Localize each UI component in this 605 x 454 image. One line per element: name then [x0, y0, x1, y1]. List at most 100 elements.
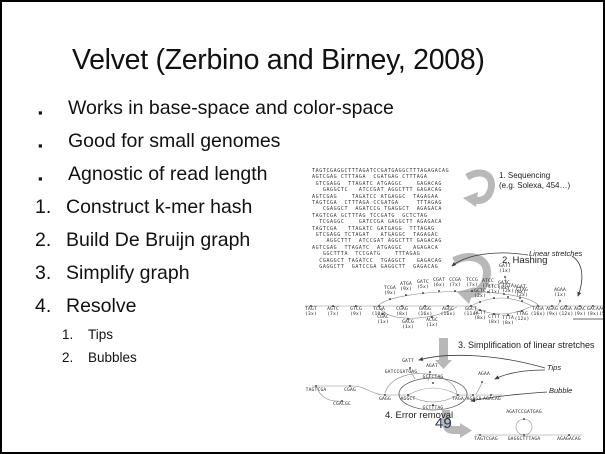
graph-node-dot: [579, 305, 581, 307]
graph-node-dot: [507, 296, 509, 298]
graph-node-dot: [523, 418, 525, 420]
bullet-item: Agnostic of read length: [68, 163, 268, 185]
graph-node-dot: [310, 305, 312, 307]
kmer-node: TAGA: [532, 307, 544, 312]
kmer-node: AGAC: [574, 307, 586, 312]
graph-node-dot: [493, 297, 495, 299]
error-removal-step-arrow-icon: [442, 410, 472, 438]
read-line: AGTCGAG TAGATCC ATGAGGC TAGAGAA: [312, 193, 439, 200]
read-line: TAGTCGAGGCTTTAGATCCGATGAGGCTTTAGAGACAG: [312, 168, 450, 174]
kmer-count: (1x): [499, 269, 511, 274]
sublist-number: 2.: [62, 350, 74, 365]
graph-node-dot: [438, 290, 440, 292]
simplified-node: CGAG: [344, 388, 356, 393]
read-line: GAGGCTC ATCCGAT AGGCTTT GAGACAG: [312, 187, 442, 194]
kmer-node: AGAT: [514, 285, 526, 290]
graph-node-dot: [470, 305, 472, 307]
graph-node-dot: [479, 301, 481, 303]
final-node: GAGGCTTTAGA: [507, 437, 541, 442]
graph-node-dot: [523, 434, 525, 436]
graph-node-dot: [490, 394, 492, 396]
simplified-node: CGACGC: [333, 402, 351, 407]
list-number: 4.: [35, 295, 52, 317]
sequencing-reads-block: TAGTCGAGGCTTTAGATCCGATGAGGCTTTAGAGACAG AG…: [312, 168, 449, 271]
list-item: Simplify graph: [66, 262, 190, 284]
simplified-node: AGACAG: [483, 397, 501, 402]
kmer-count: (7x): [327, 312, 339, 317]
kmer-count: (2x): [474, 294, 486, 299]
simplified-node: AGAA: [478, 372, 490, 377]
graph-node-dot: [471, 290, 473, 292]
sublist-item: Bubbles: [88, 350, 137, 365]
read-line: TAGTCGA TTAGATC GATGAGG TTTAGAG: [312, 225, 435, 232]
graph-node-dot: [568, 434, 570, 436]
tips-arrow-right: [494, 369, 546, 380]
bullet-square-icon: ▪: [38, 171, 43, 186]
list-number: 1.: [35, 196, 52, 218]
kmer-node: GACA: [587, 307, 599, 312]
graph-node-dot: [507, 314, 509, 316]
step-label-simplification: 3. Simplification of linear stretches: [458, 340, 595, 350]
list-item: Construct k-mer hash: [66, 196, 253, 218]
graph-node-dot: [332, 305, 334, 307]
sublist-item: Tips: [88, 327, 114, 342]
simplified-node: AGAT: [426, 364, 438, 369]
read-line: GGCTTTA TCCGATG TTTAGAG: [312, 251, 421, 258]
linear-stretches-arrow-left: [451, 252, 529, 267]
graph-node-dots: [310, 276, 594, 436]
kmer-count: (16x): [530, 312, 546, 317]
graph-node-dot: [429, 371, 431, 373]
graph-node-dot: [503, 293, 505, 295]
simplified-node: TAGA: [452, 397, 464, 402]
graph-node-dot: [401, 305, 403, 307]
bubble-label: Bubble: [549, 386, 573, 395]
kmer-node: TTAG: [516, 312, 528, 317]
bullet-marker: ▪: [38, 137, 43, 155]
simplified-graph-edges: [312, 368, 502, 403]
kmer-count: (8x): [498, 286, 510, 291]
final-node: AGATCCGATGAG: [506, 410, 542, 415]
kmer-count: (1x): [402, 325, 414, 330]
kmer-count: (8x): [587, 312, 599, 317]
kmer-count: (8x): [514, 290, 526, 295]
simplified-node: GCTTTAG: [422, 406, 444, 411]
bubble-highlight-ellipse: [398, 377, 468, 411]
kmer-count: (8x): [502, 321, 514, 326]
simplified-node: GCTCTAG: [422, 375, 444, 380]
simplified-node: GATCCGATGAG: [384, 370, 418, 375]
graph-node-dot: [382, 313, 384, 315]
kmer-node: GACG: [402, 320, 414, 325]
kmer-node-tip: GATT: [499, 264, 511, 269]
graph-node-dot: [355, 305, 357, 307]
graph-node-dot: [389, 298, 391, 300]
graph-node-dot: [432, 404, 434, 406]
graph-node-dot: [457, 394, 459, 396]
kmer-node: TCTA: [502, 284, 514, 289]
read-line: GTCGAGG TTAGATC ATGAGGC GAGACAG: [312, 180, 442, 187]
graph-node-dot: [559, 300, 561, 302]
kmer-count: (8x): [488, 320, 500, 325]
step1-subtitle: (e.g. Solexa, 454…): [499, 181, 571, 190]
graph-node-dot: [422, 292, 424, 294]
tips-label: Tips: [547, 363, 562, 372]
read-line: AGGCTTT ATCCGAT AGGCTTT GAGACAG: [312, 238, 442, 245]
page-number: 49: [435, 415, 452, 432]
sublist-number: 1.: [62, 327, 74, 342]
graph-node-dot: [537, 305, 539, 307]
final-graph-edges: [475, 418, 582, 436]
graph-node-dot: [431, 316, 433, 318]
kmer-node: ATCC: [482, 279, 494, 284]
simplification-step-arrow-icon: [435, 338, 452, 369]
linear-stretches-label: Linear stretches: [529, 249, 583, 258]
kmer-node: GGCT: [465, 307, 477, 312]
graph-node-dot: [481, 381, 483, 383]
kmer-count: (12x): [558, 312, 574, 317]
graph-node-dot: [519, 297, 521, 299]
kmer-count: (7x): [449, 283, 461, 288]
kmer-count: (1x): [426, 323, 438, 328]
kmer-node: CTTT: [488, 315, 500, 320]
kmer-node: GATC: [417, 280, 429, 285]
kmer-count: (7x): [466, 283, 478, 288]
simplified-node: AGAGA: [466, 397, 482, 402]
